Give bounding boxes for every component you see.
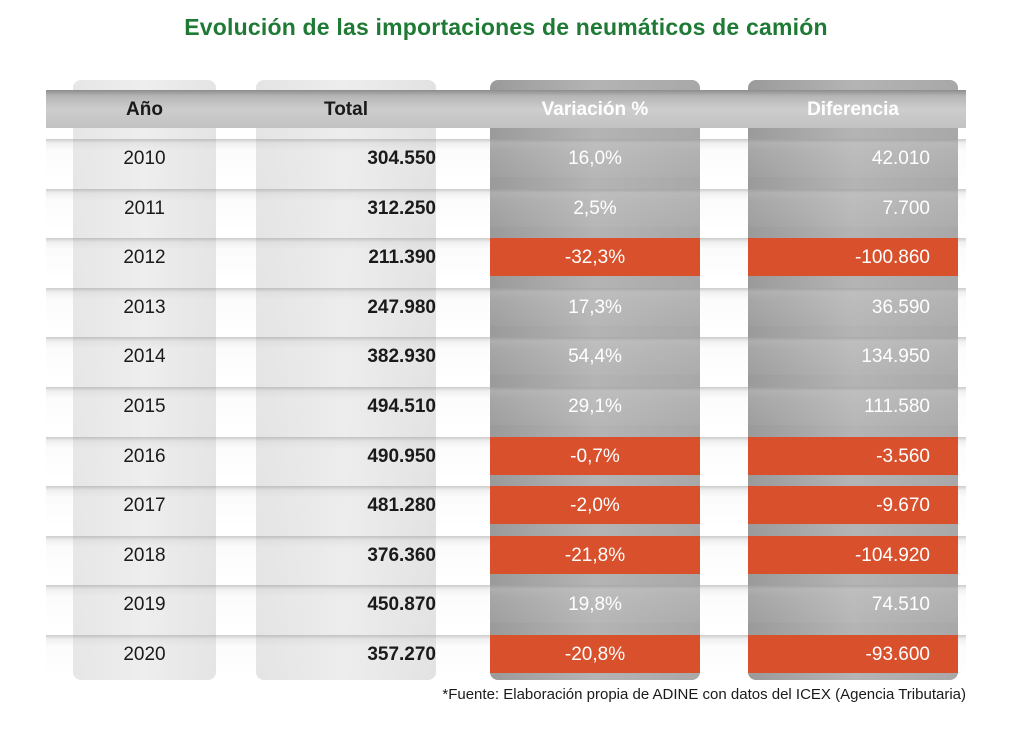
row-band — [46, 188, 966, 227]
cell-variation: 2,5% — [573, 197, 617, 219]
cell-difference: 111.580 — [748, 387, 958, 425]
table-row: 2011 312.250 2,5% 7.700 — [46, 188, 966, 227]
header-year: Año — [126, 99, 163, 120]
cell-difference: 36.590 — [748, 288, 958, 326]
cell-variation: 16,0% — [568, 148, 622, 169]
cell-year: 2019 — [123, 594, 166, 616]
cell-variation: -20,8% — [490, 635, 700, 673]
cell-total-value: 312.250 — [367, 197, 436, 219]
cell-difference: -3.560 — [748, 436, 958, 475]
header-variation: Variación % — [541, 99, 649, 120]
cell-year: 2014 — [123, 346, 166, 368]
cell-difference: -100.860 — [748, 238, 958, 277]
cell-difference-value: 74.510 — [871, 594, 930, 616]
cell-total-value: 450.870 — [367, 594, 436, 616]
page-title: Evolución de las importaciones de neumát… — [184, 14, 828, 40]
row-band — [46, 139, 966, 177]
row-band — [46, 287, 966, 326]
cell-year: 2012 — [123, 247, 166, 269]
header-band — [46, 90, 966, 128]
cell-difference: 7.700 — [748, 189, 958, 227]
cell-total-value: 357.270 — [367, 644, 436, 665]
source-footnote: *Fuente: Elaboración propia de ADINE con… — [442, 686, 966, 703]
cell-total: 304.550 — [256, 139, 436, 177]
header-difference: Diferencia — [807, 99, 899, 120]
cell-total: 450.870 — [256, 585, 436, 623]
table-row: 2014 382.930 54,4% 134.950 — [46, 337, 966, 376]
cell-year: 2010 — [123, 148, 166, 169]
cell-variation: 17,3% — [568, 296, 622, 318]
cell-total-value: 304.550 — [367, 148, 436, 169]
cell-difference: -9.670 — [748, 486, 958, 525]
variation-column-bg — [490, 80, 700, 680]
row-band — [46, 585, 966, 624]
cell-year: 2016 — [123, 445, 166, 467]
cell-difference: -104.920 — [748, 535, 958, 574]
cell-total-value: 382.930 — [367, 346, 436, 368]
cell-total-value: 494.510 — [367, 396, 436, 417]
table-row: 2019 450.870 19,8% 74.510 — [46, 585, 966, 624]
cell-year: 2018 — [123, 544, 166, 566]
cell-variation: 54,4% — [568, 346, 622, 368]
cell-difference-value: -104.920 — [854, 544, 930, 566]
header-total: Total — [324, 99, 368, 120]
table-row: 2013 247.980 17,3% 36.590 — [46, 287, 966, 326]
table-row: 2020 357.270 -20,8% -93.600 — [46, 635, 966, 673]
cell-total: 357.270 — [256, 635, 436, 673]
cell-total-value: 247.980 — [367, 296, 436, 318]
cell-total-value: 376.360 — [367, 544, 436, 566]
cell-year: 2020 — [123, 644, 166, 665]
cell-difference-value: 134.950 — [861, 346, 930, 368]
cell-difference-value: -93.600 — [865, 644, 930, 665]
cell-variation: -2,0% — [490, 486, 700, 525]
cell-total-value: 481.280 — [367, 495, 436, 517]
cell-total-value: 211.390 — [368, 247, 436, 269]
cell-year: 2015 — [123, 396, 166, 417]
cell-total: 490.950 — [256, 437, 436, 475]
table-row: 2018 376.360 -21,8% -104.920 — [46, 535, 966, 574]
cell-year: 2011 — [124, 197, 165, 219]
cell-difference: 134.950 — [748, 337, 958, 375]
cell-total: 494.510 — [256, 387, 436, 425]
cell-total: 312.250 — [256, 189, 436, 227]
table-row: 2016 490.950 -0,7% -3.560 — [46, 436, 966, 475]
table-row: 2015 494.510 29,1% 111.580 — [46, 387, 966, 425]
cell-total-value: 490.950 — [367, 445, 436, 467]
cell-difference: 74.510 — [748, 585, 958, 623]
table-header-row: Año Total Variación % Diferencia — [46, 90, 966, 128]
cell-variation: -21,8% — [490, 535, 700, 574]
cell-variation: -0,7% — [490, 436, 700, 475]
cell-difference: 42.010 — [748, 139, 958, 177]
cell-difference-value: 111.580 — [864, 396, 930, 417]
cell-total: 247.980 — [256, 288, 436, 326]
table-row: 2012 211.390 -32,3% -100.860 — [46, 238, 966, 277]
difference-column-bg — [748, 80, 958, 680]
cell-difference-value: 7.700 — [882, 197, 930, 219]
cell-difference-value: -9.670 — [876, 495, 930, 517]
cell-year: 2017 — [123, 495, 166, 517]
row-band — [46, 337, 966, 376]
row-band — [46, 387, 966, 425]
cell-total: 376.360 — [256, 536, 436, 574]
cell-total: 382.930 — [256, 337, 436, 375]
table-row: 2010 304.550 16,0% 42.010 — [46, 139, 966, 177]
cell-variation: -32,3% — [490, 238, 700, 277]
cell-total: 481.280 — [256, 486, 436, 524]
cell-total: 211.390 — [256, 238, 436, 276]
cell-year: 2013 — [123, 296, 166, 318]
cell-variation: 19,8% — [568, 594, 622, 616]
table-row: 2017 481.280 -2,0% -9.670 — [46, 486, 966, 525]
year-column-bg — [73, 80, 216, 680]
cell-difference-value: -100.860 — [854, 247, 930, 269]
cell-variation: 29,1% — [568, 396, 622, 417]
cell-difference-value: 42.010 — [871, 148, 930, 169]
cell-difference-value: 36.590 — [871, 296, 930, 318]
cell-difference-value: -3.560 — [876, 445, 930, 467]
cell-difference: -93.600 — [748, 635, 958, 673]
total-column-bg — [256, 80, 436, 680]
